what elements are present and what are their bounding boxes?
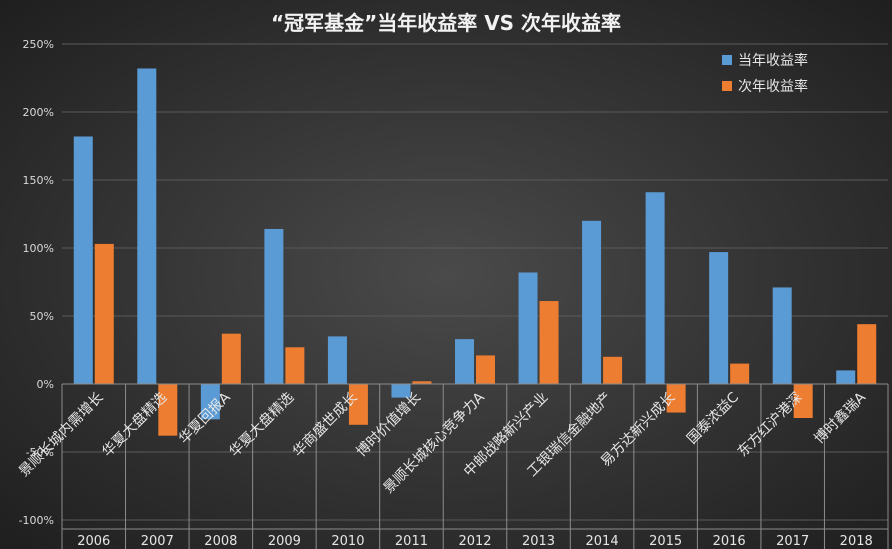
bar-current-year-2007 bbox=[137, 68, 157, 384]
y-axis-ticks: -100% -50% 0% 50% 100% 150% 200% 250% bbox=[19, 38, 54, 527]
bar-current-year-2018 bbox=[836, 370, 856, 384]
bar-next-year-2006 bbox=[94, 243, 114, 384]
bar-next-year-2018 bbox=[857, 324, 877, 384]
y-tick-label: 50% bbox=[30, 310, 54, 323]
year-label: 2014 bbox=[586, 534, 619, 549]
year-label: 2015 bbox=[649, 534, 682, 549]
legend-label-1: 次年收益率 bbox=[738, 78, 808, 95]
bar-current-year-2013 bbox=[518, 272, 538, 384]
y-tick-label: 250% bbox=[23, 38, 54, 51]
bar-next-year-2008 bbox=[221, 333, 241, 384]
bar-next-year-2010 bbox=[348, 384, 368, 425]
year-label: 2007 bbox=[141, 534, 174, 549]
year-label: 2018 bbox=[840, 534, 873, 549]
year-label: 2008 bbox=[204, 534, 237, 549]
bar-current-year-2011 bbox=[391, 384, 411, 398]
year-label: 2006 bbox=[77, 534, 110, 549]
bar-current-year-2009 bbox=[264, 228, 284, 384]
legend-swatch-0 bbox=[722, 55, 732, 65]
bar-next-year-2011 bbox=[412, 381, 432, 384]
bar-next-year-2017 bbox=[793, 384, 813, 418]
legend-label-0: 当年收益率 bbox=[738, 52, 808, 69]
chart-title: “冠军基金”当年收益率 VS 次年收益率 bbox=[271, 11, 621, 35]
bar-next-year-2007 bbox=[158, 384, 178, 436]
y-tick-label: -50% bbox=[26, 446, 54, 459]
bar-next-year-2012 bbox=[476, 355, 495, 384]
bar-next-year-2014 bbox=[603, 356, 623, 384]
bar-current-year-2016 bbox=[709, 252, 729, 384]
year-label: 2012 bbox=[458, 534, 491, 549]
bar-next-year-2016 bbox=[730, 363, 750, 384]
y-tick-label: 150% bbox=[23, 174, 54, 187]
bar-current-year-2014 bbox=[582, 220, 602, 384]
bar-current-year-2008 bbox=[200, 384, 220, 420]
year-label: 2010 bbox=[331, 534, 364, 549]
year-labels: 2006 2007 2008 2009 2010 2011 2012 2013 2014 2015… bbox=[77, 534, 873, 549]
legend-swatch-1 bbox=[722, 81, 732, 91]
gridlines bbox=[62, 43, 888, 521]
bar-current-year-2006 bbox=[73, 136, 93, 384]
year-label: 2016 bbox=[713, 534, 746, 549]
bar-next-year-2013 bbox=[539, 301, 559, 384]
y-tick-label: 200% bbox=[23, 106, 54, 119]
bar-next-year-2009 bbox=[285, 347, 305, 384]
year-label: 2009 bbox=[268, 534, 301, 549]
y-tick-label: 0% bbox=[37, 378, 54, 391]
y-tick-label: 100% bbox=[23, 242, 54, 255]
bar-current-year-2012 bbox=[455, 339, 474, 384]
y-tick-label: -100% bbox=[19, 514, 54, 527]
bar-next-year-2015 bbox=[666, 384, 686, 413]
bar-current-year-2015 bbox=[645, 192, 665, 384]
x-axis bbox=[61, 383, 889, 549]
year-label: 2017 bbox=[776, 534, 809, 549]
bar-current-year-2010 bbox=[327, 336, 347, 384]
bar-current-year-2017 bbox=[772, 287, 792, 384]
year-label: 2011 bbox=[395, 534, 428, 549]
bars bbox=[73, 68, 877, 436]
year-label: 2013 bbox=[522, 534, 555, 549]
